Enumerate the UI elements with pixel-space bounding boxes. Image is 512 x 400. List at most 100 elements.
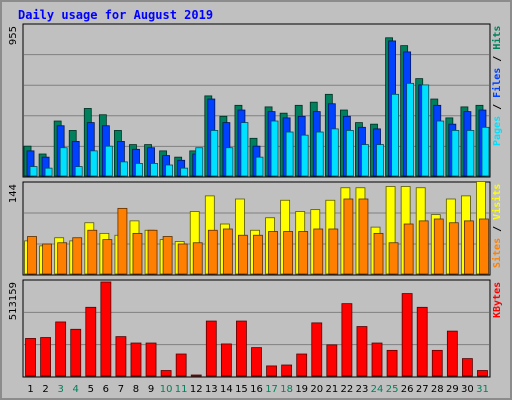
bar-middle-sites-day-24 — [373, 232, 384, 275]
x-tick-label-day-11: 11 — [175, 384, 188, 395]
x-tick-label-day-30: 30 — [461, 384, 474, 395]
bar-top-pages-day-28 — [436, 120, 445, 177]
legend-top: Pages / Files / Hits — [491, 26, 503, 146]
bar-middle-sites-day-9 — [147, 229, 158, 275]
x-tick-label-day-8: 8 — [133, 384, 139, 395]
bar-top-pages-day-29 — [451, 130, 460, 177]
bar-bottom-kbytes-day-17 — [266, 365, 277, 377]
bar-bottom-kbytes-day-1 — [25, 338, 36, 377]
x-tick-label-day-4: 4 — [73, 384, 79, 395]
bar-bottom-kbytes-day-26 — [401, 293, 413, 377]
ymax-label-top: 955 — [8, 26, 19, 45]
bar-top-pages-day-9 — [150, 163, 158, 177]
bar-top-pages-day-13 — [210, 130, 219, 177]
bar-middle-sites-day-3 — [57, 242, 68, 275]
legend-bottom: KBytes — [492, 282, 503, 318]
bar-top-pages-day-21 — [330, 128, 339, 177]
bar-bottom-kbytes-day-14 — [220, 343, 232, 377]
chart-title: Daily usage for August 2019 — [18, 8, 214, 22]
bar-top-pages-day-4 — [74, 166, 83, 177]
bar-top-pages-day-25 — [391, 93, 399, 177]
x-tick-label-day-24: 24 — [371, 384, 384, 395]
legend-part: Visits — [491, 184, 503, 220]
bar-bottom-kbytes-day-7 — [115, 336, 127, 377]
bar-top-pages-day-8 — [135, 163, 143, 177]
bar-middle-sites-day-14 — [222, 228, 233, 275]
legend-middle: Sites / Visits — [491, 184, 503, 268]
bar-bottom-kbytes-day-10 — [160, 370, 172, 377]
x-tick-label-day-10: 10 — [160, 384, 173, 395]
x-tick-label-day-6: 6 — [103, 384, 109, 395]
bar-top-pages-day-7 — [120, 161, 128, 177]
x-tick-label-day-17: 17 — [265, 384, 278, 395]
bar-bottom-kbytes-day-27 — [416, 306, 428, 377]
bar-middle-sites-day-19 — [298, 231, 309, 275]
legend-part: / — [492, 220, 503, 238]
bar-middle-sites-day-29 — [448, 222, 459, 275]
x-tick-label-day-26: 26 — [401, 384, 414, 395]
bar-bottom-kbytes-day-19 — [296, 353, 308, 377]
legend-part: Files — [491, 68, 503, 98]
bar-bottom-kbytes-day-4 — [70, 328, 82, 377]
bar-middle-sites-day-4 — [72, 237, 83, 275]
bar-top-pages-day-5 — [89, 150, 98, 177]
bar-top-pages-day-30 — [466, 130, 475, 177]
bar-middle-sites-day-27 — [418, 220, 429, 275]
bar-middle-sites-day-22 — [343, 198, 354, 275]
bar-top-pages-day-24 — [376, 144, 384, 177]
bar-middle-sites-day-31 — [479, 218, 489, 275]
x-tick-label-day-29: 29 — [446, 384, 459, 395]
bar-top-pages-day-23 — [361, 144, 369, 177]
bar-bottom-kbytes-day-16 — [251, 347, 262, 377]
legend-part: KBytes — [492, 282, 503, 318]
bar-top-pages-day-26 — [406, 82, 415, 177]
bar-top-pages-day-11 — [180, 167, 189, 177]
bar-bottom-kbytes-day-20 — [311, 322, 323, 377]
bar-middle-sites-day-25 — [388, 242, 399, 275]
bar-bottom-kbytes-day-13 — [205, 320, 217, 377]
legend-part: Sites — [491, 238, 503, 268]
bar-top-pages-day-18 — [285, 131, 294, 177]
bar-bottom-kbytes-day-6 — [100, 281, 112, 377]
x-tick-label-day-12: 12 — [190, 384, 203, 395]
x-tick-label-day-7: 7 — [118, 384, 124, 395]
x-tick-label-day-21: 21 — [325, 384, 338, 395]
x-tick-label-day-16: 16 — [250, 384, 263, 395]
bar-bottom-kbytes-day-21 — [326, 344, 338, 377]
bar-bottom-kbytes-day-5 — [85, 306, 97, 377]
bar-bottom-kbytes-day-22 — [341, 303, 353, 377]
bar-top-pages-day-20 — [315, 131, 324, 177]
bar-middle-sites-day-10 — [162, 236, 173, 275]
bar-middle-sites-day-12 — [192, 242, 203, 275]
bar-bottom-kbytes-day-18 — [281, 364, 293, 377]
bar-middle-sites-day-15 — [238, 234, 248, 275]
bar-middle-sites-day-20 — [313, 228, 324, 275]
x-tick-label-day-22: 22 — [341, 384, 354, 395]
x-tick-label-day-1: 1 — [27, 384, 33, 395]
bar-top-pages-day-27 — [421, 84, 430, 177]
bar-top-pages-day-31 — [481, 126, 490, 177]
bar-bottom-kbytes-day-25 — [386, 349, 398, 377]
bar-middle-sites-day-6 — [102, 239, 113, 275]
bar-top-pages-day-14 — [225, 147, 234, 177]
bar-middle-sites-day-21 — [328, 228, 339, 275]
bar-bottom-kbytes-day-15 — [236, 320, 247, 377]
bar-middle-sites-day-16 — [253, 234, 263, 275]
bar-middle-sites-day-18 — [283, 231, 294, 275]
x-tick-label-day-5: 5 — [88, 384, 94, 395]
bar-bottom-kbytes-day-9 — [145, 342, 157, 377]
x-tick-label-day-18: 18 — [280, 384, 293, 395]
x-tick-label-day-19: 19 — [295, 384, 308, 395]
bar-bottom-kbytes-day-30 — [462, 358, 473, 377]
bar-top-pages-day-1 — [29, 166, 38, 177]
x-tick-label-day-15: 15 — [235, 384, 248, 395]
bar-bottom-kbytes-day-3 — [55, 321, 67, 377]
bar-middle-sites-day-2 — [42, 243, 52, 275]
bar-middle-sites-day-23 — [358, 198, 369, 275]
x-tick-label-day-2: 2 — [42, 384, 48, 395]
legend-part: Pages — [492, 116, 503, 146]
bar-top-pages-day-17 — [270, 120, 279, 177]
bar-bottom-kbytes-day-23 — [356, 326, 368, 377]
ymax-label-middle: 144 — [8, 184, 19, 203]
